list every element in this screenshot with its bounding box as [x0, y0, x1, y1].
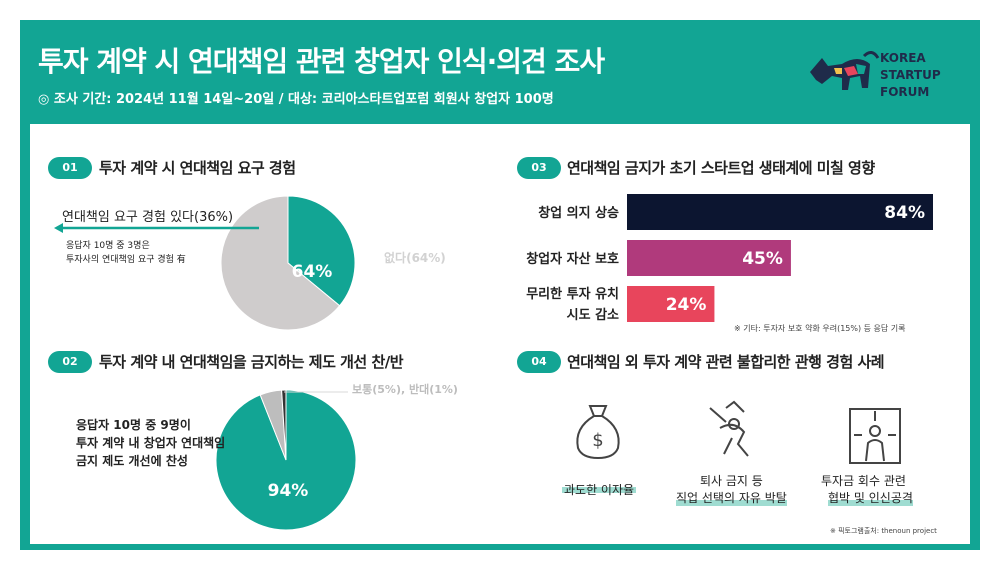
logo-line: KOREA [880, 51, 926, 65]
bar [627, 286, 715, 322]
money-bag-icon: $ [576, 405, 620, 460]
footnote: ※ 기타: 투자자 보호 약화 우려(15%) 등 응답 기록 [734, 324, 906, 333]
bar [627, 194, 933, 230]
note-line: 응답자 10명 중 9명이 [76, 418, 191, 432]
logo-line: STARTUP [880, 68, 941, 82]
section-badge-01: 01 [48, 157, 92, 179]
bar-category-label: 창업 의지 상승 [538, 205, 619, 221]
case-label: 직업 선택의 자유 박탈 [676, 491, 787, 505]
section-badge-03: 03 [517, 157, 561, 179]
restrained-person-icon [709, 400, 749, 457]
note-line: 금지 제도 개선에 찬성 [76, 454, 188, 468]
bar-category-label: 시도 감소 [567, 308, 619, 323]
case-label: 퇴사 금지 등 [700, 474, 763, 488]
label-neutral-oppose: 보통(5%), 반대(1%) [352, 383, 458, 396]
callout-yes: 연대책임 요구 경험 있다(36%) [62, 210, 234, 225]
section-title-01: 투자 계약 시 연대책임 요구 경험 [99, 159, 296, 177]
callout-arrow [54, 223, 259, 233]
icon-credit: ※ 픽토그램출처: thenoun project [830, 527, 937, 535]
bar-value-label: 84% [884, 203, 925, 223]
section-title-03: 연대책임 금지가 초기 스타트업 생태계에 미칠 영향 [567, 159, 875, 177]
survey-subtitle: ◎ 조사 기간: 2024년 11월 14일~20일 / 대상: 코리아스타트업… [38, 92, 554, 107]
korea-startup-forum-logo [810, 51, 880, 90]
pie-chart-support: 94% [215, 389, 357, 531]
leader-line [284, 391, 348, 393]
pie-chart-experience: 36%64% [220, 195, 356, 331]
pie-slice [281, 389, 287, 461]
section-title-02: 투자 계약 내 연대책임을 금지하는 제도 개선 찬/반 [99, 353, 404, 371]
note-line: 투자사의 연대책임 요구 경험 有 [66, 255, 186, 265]
case-label: 협박 및 인신공격 [828, 491, 913, 505]
pie-value-label: 94% [268, 481, 309, 501]
bar [627, 240, 791, 276]
note-line: 투자 계약 내 창업자 연대책임 [76, 436, 226, 450]
pie-slice [220, 195, 341, 331]
bar-category-label: 창업자 자산 보호 [526, 251, 619, 267]
note-line: 응답자 10명 중 3명은 [66, 241, 150, 251]
bar-value-label: 45% [742, 249, 783, 269]
svg-text:$: $ [592, 430, 603, 451]
case-label: 투자금 회수 관련 [821, 474, 906, 488]
label-no: 없다(64%) [384, 251, 446, 265]
pie-value-label: 64% [292, 262, 333, 282]
logo-line: FORUM [880, 85, 930, 99]
case-label: 과도한 이자율 [564, 483, 635, 497]
pressured-person-icon [849, 408, 901, 464]
section-badge-02: 02 [48, 351, 92, 373]
logo-text: KOREA STARTUP FORUM [880, 50, 941, 101]
page-title: 투자 계약 시 연대책임 관련 창업자 인식·의견 조사 [38, 45, 605, 78]
pie-slice [287, 195, 356, 307]
bar-category-label: 무리한 투자 유치 [526, 286, 619, 302]
section-title-04: 연대책임 외 투자 계약 관련 불합리한 관행 경험 사례 [567, 353, 885, 371]
bar-value-label: 24% [666, 295, 707, 315]
section-badge-04: 04 [517, 351, 561, 373]
